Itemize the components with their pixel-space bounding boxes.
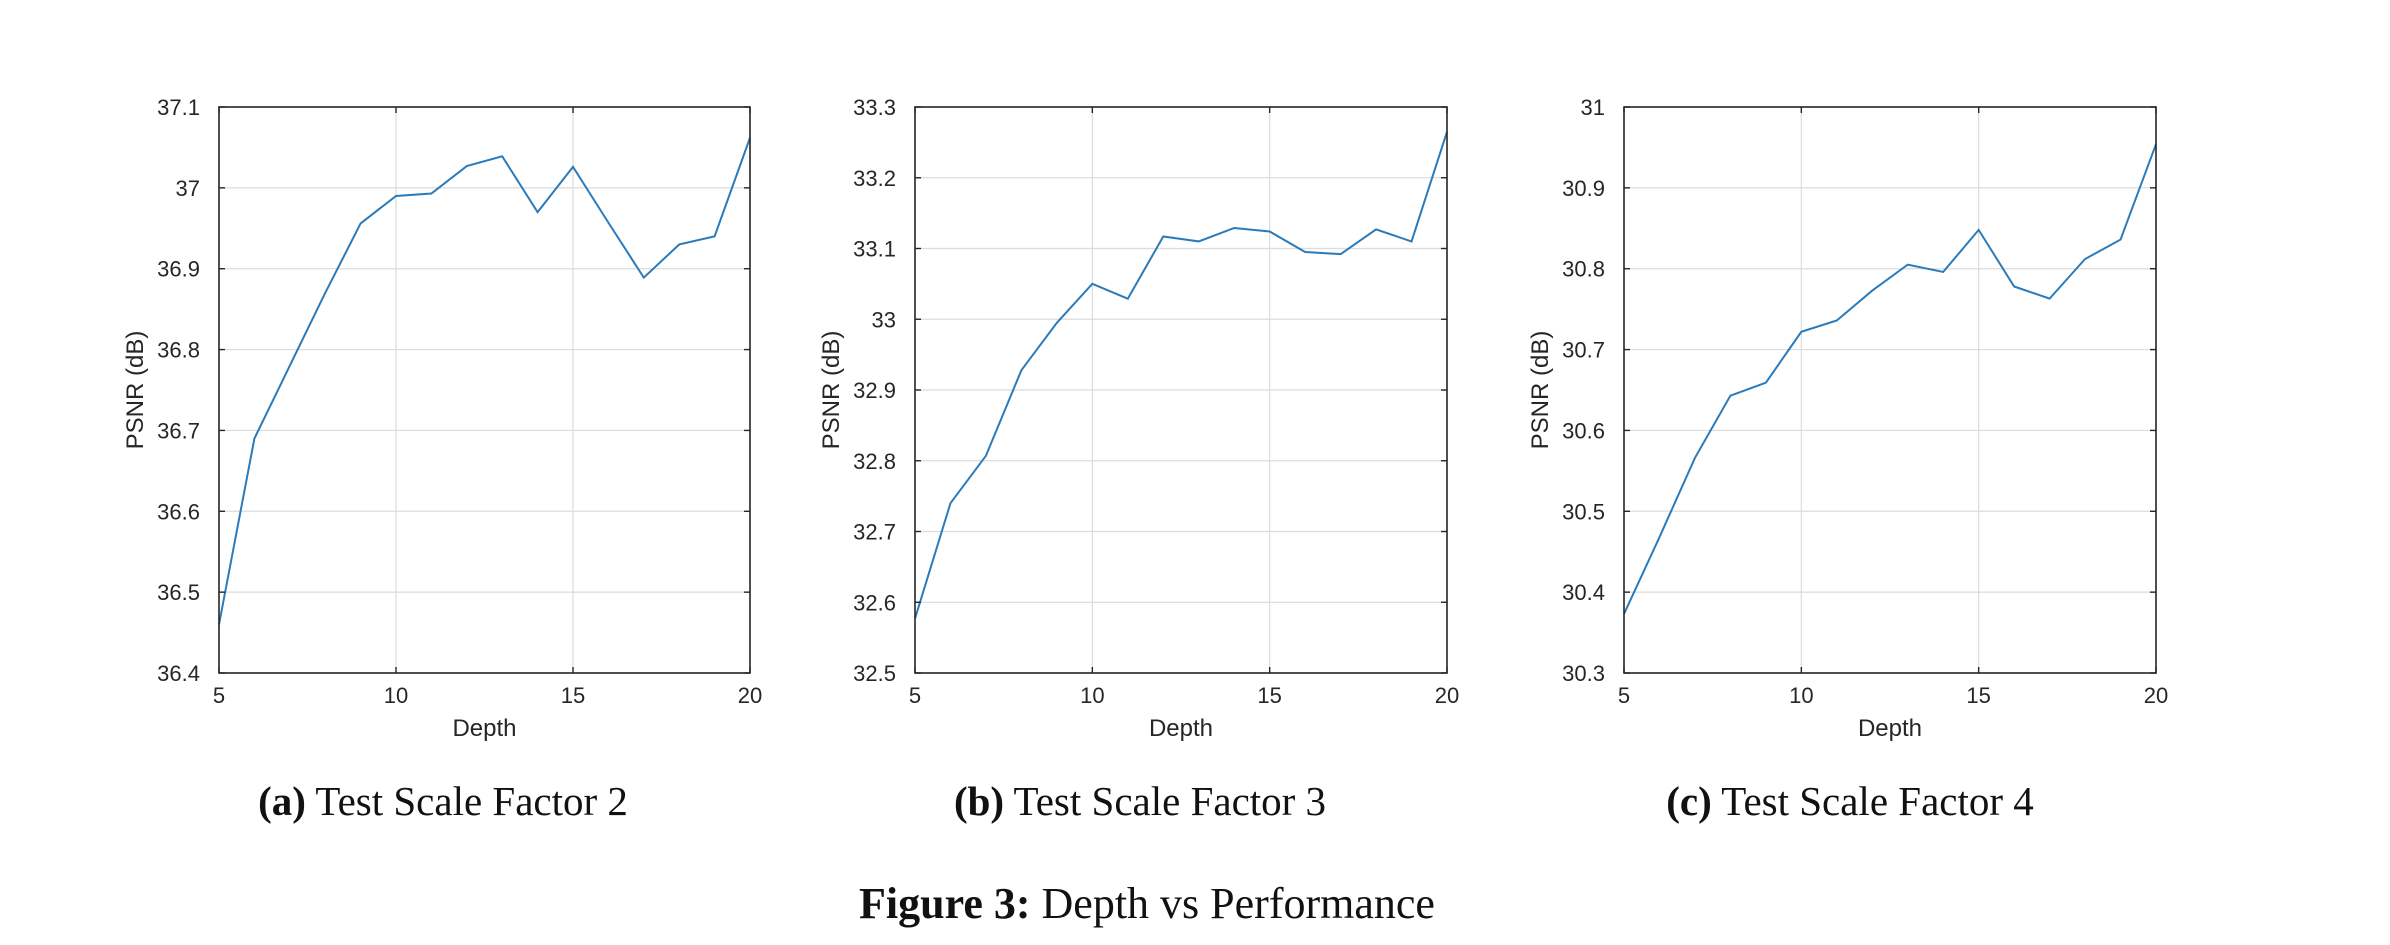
y-tick-label: 33.2: [853, 166, 896, 191]
y-axis-title: PSNR (dB): [818, 331, 845, 450]
subcaption-label: (b): [954, 778, 1004, 824]
y-tick-label: 33.1: [853, 237, 896, 262]
y-tick-label: 30.7: [1562, 338, 1605, 363]
y-tick-label: 33.3: [853, 95, 896, 120]
x-tick-label: 15: [1257, 683, 1281, 708]
y-tick-label: 30.9: [1562, 176, 1605, 201]
figure-caption: Figure 3: Depth vs Performance: [859, 879, 1435, 928]
subcaption-label: (a): [258, 778, 306, 824]
y-tick-label: 36.4: [157, 661, 200, 686]
subcaption-text: Test Scale Factor 4: [1712, 778, 2034, 824]
chart-panel-3: 5 10 15 20 30.3 30.4 30.5 30.6 30.7 30.8 30.9 31 Dep…: [1527, 95, 2168, 824]
y-tick-label: 30.3: [1562, 661, 1605, 686]
subcaption-text: Test Scale Factor 3: [1004, 778, 1326, 824]
x-tick-label: 10: [384, 683, 408, 708]
y-tick-label: 37: [176, 176, 200, 201]
x-tick-label: 5: [1618, 683, 1630, 708]
subcaption-label: (c): [1666, 778, 1712, 824]
y-tick-label: 32.5: [853, 661, 896, 686]
plot-area: [1624, 107, 2156, 673]
subcaption: (b) Test Scale Factor 3: [954, 778, 1326, 824]
figure-caption-text: Depth vs Performance: [1031, 879, 1435, 928]
x-tick-label: 15: [561, 683, 585, 708]
x-tick-label: 10: [1080, 683, 1104, 708]
y-tick-label: 32.9: [853, 378, 896, 403]
y-tick-label: 32.7: [853, 520, 896, 545]
y-axis-title: PSNR (dB): [1527, 331, 1554, 450]
chart-panel-2: 5 10 15 20 32.5 32.6 32.7 32.8 32.9 33 33.1 33.2 33.…: [818, 95, 1459, 824]
series-line: [218, 137, 751, 625]
subcaption-text: Test Scale Factor 2: [306, 778, 628, 824]
x-tick-label: 20: [1435, 683, 1459, 708]
x-axis-title: Depth: [452, 715, 516, 742]
series-line: [914, 131, 1448, 619]
y-tick-label: 36.7: [157, 418, 200, 443]
y-axis-title: PSNR (dB): [122, 331, 149, 450]
axes-frame: [1623, 106, 2157, 674]
x-axis-title: Depth: [1149, 715, 1213, 742]
y-tick-label: 30.4: [1562, 580, 1605, 605]
y-tick-label: 30.5: [1562, 499, 1605, 524]
y-tick-label: 32.6: [853, 590, 896, 615]
y-tick-label: 36.9: [157, 257, 200, 282]
x-tick-label: 5: [909, 683, 921, 708]
axes-frame: [218, 106, 751, 674]
y-tick-label: 30.6: [1562, 418, 1605, 443]
y-tick-label: 36.6: [157, 499, 200, 524]
y-tick-label: 30.8: [1562, 257, 1605, 282]
x-tick-label: 15: [1966, 683, 1990, 708]
y-tick-label: 36.8: [157, 338, 200, 363]
x-tick-label: 5: [213, 683, 225, 708]
x-tick-label: 20: [738, 683, 762, 708]
y-tick-label: 36.5: [157, 580, 200, 605]
y-tick-label: 31: [1581, 95, 1605, 120]
plot-area: [219, 107, 750, 673]
x-tick-label: 20: [2144, 683, 2168, 708]
figure-caption-label: Figure 3:: [859, 879, 1031, 928]
y-tick-label: 37.1: [157, 95, 200, 120]
subcaption: (c) Test Scale Factor 4: [1666, 778, 2034, 824]
chart-panel-1: 5 10 15 20 36.4 36.5 36.6 36.7 36.8 36.9 37 37.1 Dep…: [122, 95, 762, 824]
x-axis-title: Depth: [1858, 715, 1922, 742]
series-line: [1623, 143, 2157, 615]
y-tick-label: 32.8: [853, 449, 896, 474]
y-tick-label: 33: [872, 307, 896, 332]
x-tick-label: 10: [1789, 683, 1813, 708]
subcaption: (a) Test Scale Factor 2: [258, 778, 628, 824]
